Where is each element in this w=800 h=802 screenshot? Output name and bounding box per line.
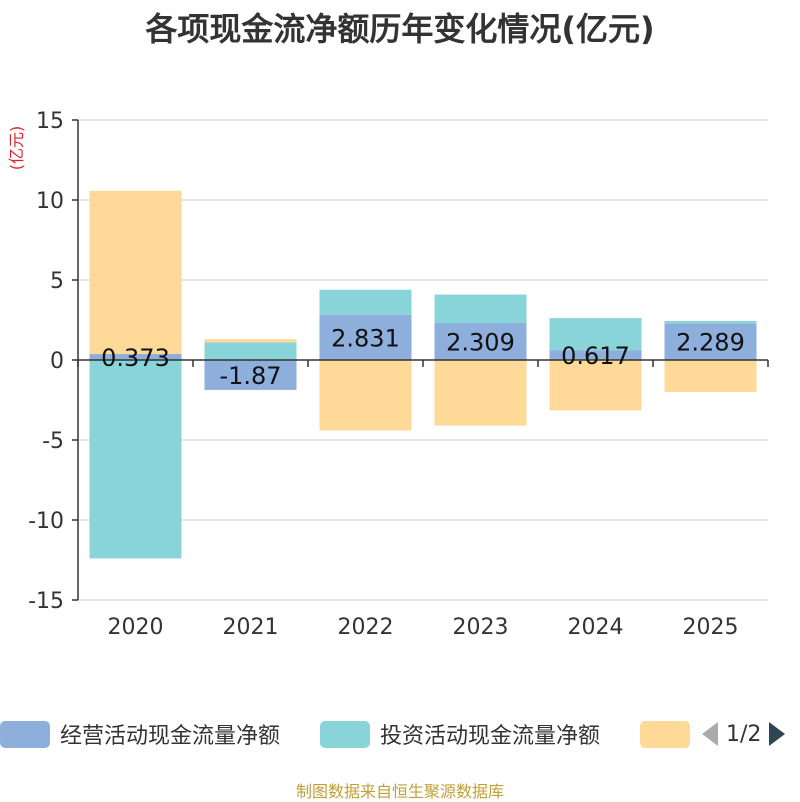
bar-financing-2023 [434,360,527,426]
legend-swatch-operating [0,720,50,748]
legend-page-indicator: 1/2 [726,721,762,747]
bar-financing-2021 [204,339,297,343]
bar-operating-2024 [549,350,642,360]
legend-label-investing: 投资活动现金流量净额 [380,724,601,749]
x-tick-label: 2023 [453,615,509,640]
y-tick-label: 15 [36,109,64,134]
bar-operating-2022 [319,314,412,360]
chart-title: 各项现金流净额历年变化情况(亿元) [145,10,655,48]
bar-investing-2023 [434,294,527,324]
legend-item-financing[interactable] [640,716,700,752]
x-tick-label: 2025 [683,615,739,640]
y-tick-label: -15 [28,589,64,614]
data-label-operating: 0.617 [561,342,630,370]
bar-operating-2021 [204,360,297,390]
x-tick-label: 2024 [568,615,624,640]
bar-investing-2020 [89,360,182,559]
data-label-operating: -1.87 [219,362,281,390]
bar-investing-2021 [204,342,297,360]
x-tick-label: 2021 [223,615,279,640]
bar-financing-2024 [549,360,642,411]
axes-layer: 15 10 5 0 -5 -10 -15 2020 2021 2022 2023 2024 2025 [28,109,769,640]
bar-investing-2024 [549,318,642,351]
legend-swatch-financing [640,720,690,748]
y-tick-label: -10 [28,509,64,534]
legend: 经营活动现金流量净额 投资活动现金流量净额 1/2 [0,716,800,756]
y-tick-label: 10 [36,189,64,214]
bar-financing-2022 [319,360,412,431]
bar-investing-2025 [664,320,757,324]
data-label-operating: 2.309 [446,329,515,357]
bar-investing-2022 [319,289,412,315]
legend-item-investing[interactable]: 投资活动现金流量净额 [320,716,600,752]
legend-swatch-investing [320,720,370,748]
bar-operating-2023 [434,323,527,360]
chart-canvas: 15 10 5 0 -5 -10 -15 2020 2021 2022 2023 2024 2025 0… [7,109,769,640]
source-note: 制图数据来自恒生聚源数据库 [295,782,504,801]
data-label-operating: 2.289 [676,329,745,357]
y-tick-label: 5 [50,269,64,294]
bar-operating-2025 [664,323,757,360]
legend-item-operating[interactable]: 经营活动现金流量净额 [0,716,280,752]
legend-label-operating: 经营活动现金流量净额 [60,724,281,749]
bar-financing-2020 [89,190,182,355]
x-tick-label: 2022 [338,615,394,640]
bars-layer [89,190,757,559]
data-labels-layer: 0.373 -1.87 2.831 2.309 0.617 2.289 [101,324,745,390]
bar-financing-2025 [664,360,757,392]
bar-operating-2020 [89,354,182,360]
y-tick-label: -5 [42,429,64,454]
y-axis-label: (亿元) [7,126,26,171]
data-label-operating: 2.831 [331,324,400,352]
next-page-icon[interactable] [767,720,787,748]
y-tick-label: 0 [50,349,64,374]
prev-page-icon[interactable] [700,720,720,748]
legend-pager: 1/2 [700,716,787,752]
x-tick-label: 2020 [108,615,164,640]
data-label-operating: 0.373 [101,344,170,372]
